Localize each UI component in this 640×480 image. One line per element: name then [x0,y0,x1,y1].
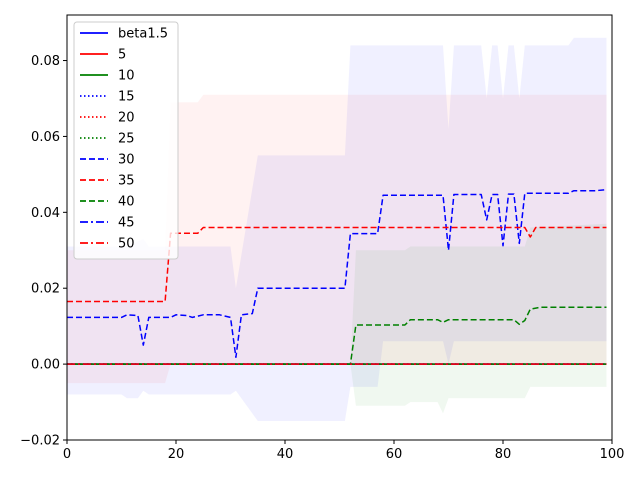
y-tick-label-3: 0.04 [31,206,60,221]
series-line-30 [67,188,607,359]
x-tick-label-2: 40 [277,447,294,462]
y-tick-label-0: −0.02 [20,434,60,449]
x-tick-label-1: 20 [168,447,185,462]
legend-label-30: 30 [118,153,135,168]
x-axis: 0 20 40 60 80 100 [63,440,625,462]
legend-label-40: 40 [118,195,135,210]
legend-label-15: 15 [118,90,135,105]
legend-label-35: 35 [118,174,135,189]
series-line-40 [67,306,607,365]
y-axis: −0.02 0.00 0.02 0.04 0.06 0.08 [20,54,67,449]
legend-label-45: 45 [118,216,135,231]
legend-box [73,21,179,260]
band-1 [67,94,607,384]
band-0 [67,37,607,422]
series-lines [67,188,607,365]
confidence-bands [67,37,607,422]
band-2 [67,223,607,414]
y-tick-label-5: 0.08 [31,54,60,69]
y-tick-label-2: 0.02 [31,282,60,297]
legend-label-25: 25 [118,132,135,147]
legend: beta1.5 5 10 15 20 25 30 35 40 45 50 [73,21,179,260]
y-tick-label-1: 0.00 [31,358,60,373]
legend-label-5: 5 [118,48,126,63]
plot-frame [66,14,613,441]
legend-label-20: 20 [118,111,135,126]
y-tick-label-4: 0.06 [31,130,60,145]
x-tick-label-5: 100 [600,447,625,462]
legend-label-50: 50 [118,237,135,252]
x-tick-label-0: 0 [63,447,71,462]
x-tick-label-4: 80 [495,447,512,462]
legend-label-beta1.5: beta1.5 [118,27,168,42]
x-tick-label-3: 60 [386,447,403,462]
legend-label-10: 10 [118,69,135,84]
series-line-35 [67,226,607,303]
